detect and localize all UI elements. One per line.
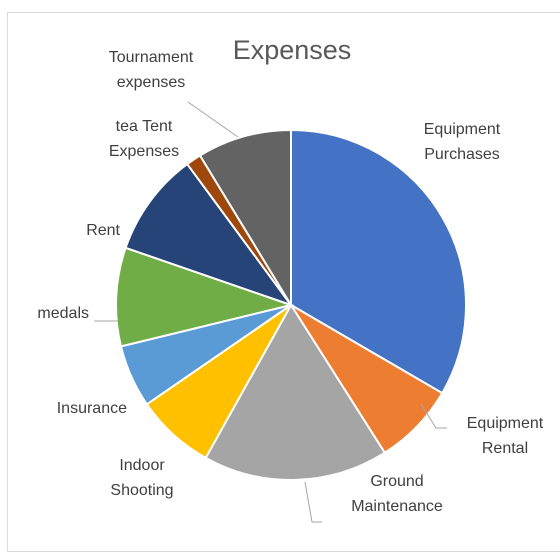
slice-label-medals: medals [37, 305, 89, 322]
slice-label-indoor-shooting: Indoor Shooting [110, 457, 173, 499]
leader-line-tournament-expenses [187, 101, 239, 138]
pie-slice-ground-maintenance [204, 303, 387, 481]
slice-label-equipment-purchases: Equipment Purchases [424, 121, 501, 163]
slice-label-insurance: Insurance [57, 400, 127, 417]
pie-slice-equipment-purchases [290, 128, 467, 395]
leader-line-equipment-rental [420, 403, 447, 429]
slice-label-ground-maintenance: Ground Maintenance [351, 473, 443, 515]
leader-line-ground-maintenance [304, 481, 322, 523]
leader-lines [94, 101, 447, 523]
pie-slices [115, 128, 467, 481]
slice-label-tea-tent-expenses: tea Tent Expenses [109, 118, 179, 160]
pie-slice-rent [124, 162, 294, 307]
pie-slice-tournament-expenses [198, 128, 292, 309]
slice-label-tournament-expenses: Tournament expenses [109, 49, 194, 91]
pie-chart: Expenses Equipment Purchases Equipment Rent… [37, 35, 544, 523]
slice-label-rent: Rent [86, 222, 120, 239]
slice-labels: Equipment Purchases Equipment Rental Ground M… [37, 49, 543, 515]
chart-title: Expenses [233, 35, 352, 65]
slice-label-equipment-rental: Equipment Rental [467, 415, 544, 457]
pie-slice-medals [115, 246, 295, 348]
